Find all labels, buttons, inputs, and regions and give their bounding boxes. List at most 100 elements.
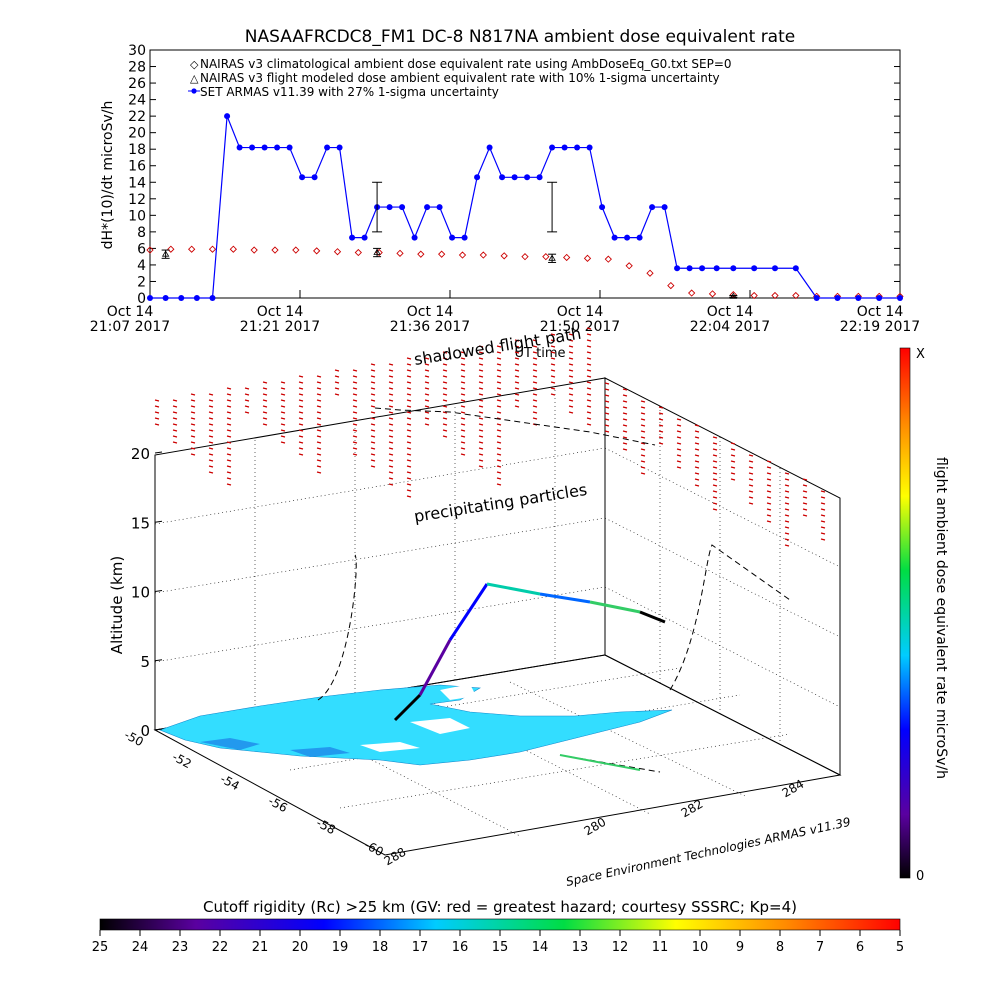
particle-dash (622, 400, 628, 403)
particle-dash (604, 412, 610, 415)
particle-dash (496, 423, 502, 426)
particle-dash (298, 411, 304, 414)
particle-dash (406, 369, 412, 372)
particle-dash (316, 375, 322, 378)
particle-dash (766, 514, 772, 517)
top-y-axis-label: dH*(10)/dt microSv/h (100, 101, 116, 250)
particle-dash (226, 483, 232, 486)
particle-dash (478, 369, 484, 372)
particle-dash (244, 405, 250, 408)
particle-dash (208, 423, 214, 426)
particle-dash (298, 435, 304, 438)
particle-dash (676, 454, 682, 457)
particle-dash (298, 393, 304, 396)
particle-dash (316, 441, 322, 444)
particle-dash (496, 483, 502, 486)
particle-dash (388, 429, 394, 432)
particle-dash (694, 472, 700, 475)
particle-dash (442, 411, 448, 414)
particle-dash (190, 453, 196, 456)
particle-dash (424, 357, 430, 360)
flight-path (393, 582, 666, 771)
particle-dash (748, 472, 754, 475)
particle-dash (730, 460, 736, 463)
particle-dash (478, 357, 484, 360)
armas-point (411, 234, 418, 241)
particle-dash (568, 345, 574, 348)
particle-dash (298, 441, 304, 444)
particle-dash (406, 387, 412, 390)
particle-dash (532, 399, 538, 402)
bottom-tick-label: 21 (252, 940, 269, 955)
particle-dash (406, 381, 412, 384)
particle-dash (496, 357, 502, 360)
particle-dash (568, 405, 574, 408)
particle-dash (298, 429, 304, 432)
particle-dash (496, 453, 502, 456)
armas-point (461, 234, 468, 241)
particle-dash (460, 369, 466, 372)
x-tick-time: 21:36 2017 (390, 319, 470, 335)
particle-dash (370, 441, 376, 444)
legend-entry-armas: SET ARMAS v11.39 with 27% 1-sigma uncert… (200, 85, 499, 99)
particle-dash (280, 393, 286, 396)
particle-dash (622, 388, 628, 391)
bottom-tick-label: 16 (452, 940, 469, 955)
particle-dash (172, 417, 178, 420)
particle-dash (478, 405, 484, 408)
particle-dash (604, 430, 610, 433)
particle-dash (640, 412, 646, 415)
armas-point (274, 144, 281, 151)
particle-dash (190, 411, 196, 414)
nairas-clim-point (688, 289, 696, 297)
particle-dash (406, 477, 412, 480)
particle-dash (532, 363, 538, 366)
particle-dash (640, 424, 646, 427)
particle-dash (406, 495, 412, 498)
armas-point (713, 265, 720, 272)
particle-dash (190, 435, 196, 438)
particle-dash (388, 447, 394, 450)
particle-dash (244, 411, 250, 414)
armas-point (511, 174, 518, 181)
particle-dash (532, 375, 538, 378)
particle-dash (388, 375, 394, 378)
particle-dash (802, 508, 808, 511)
armas-point (876, 295, 883, 301)
x-tick-time: 21:07 2017 (90, 319, 170, 335)
particle-dash (622, 424, 628, 427)
particle-dash (496, 447, 502, 450)
particle-dash (352, 447, 358, 450)
nairas-clim-point (521, 253, 529, 261)
bottom-tick-label: 24 (132, 940, 149, 955)
particle-dash (280, 429, 286, 432)
particle-dash (442, 429, 448, 432)
particle-dash (514, 339, 520, 342)
y-tick-label: 18 (128, 142, 146, 158)
particle-dash (388, 363, 394, 366)
z-axis-label: Altitude (km) (108, 556, 126, 654)
particle-dash (748, 466, 754, 469)
particle-dash (550, 393, 556, 396)
z-tick-label: 0 (140, 722, 150, 740)
particle-dash (766, 466, 772, 469)
armas-point (636, 234, 643, 241)
nairas-clim-point (271, 246, 279, 254)
particle-dash (622, 436, 628, 439)
particle-dash (460, 423, 466, 426)
particle-dash (478, 393, 484, 396)
particle-dash (730, 448, 736, 451)
z-tick-label: 20 (131, 445, 150, 463)
particle-dash (460, 381, 466, 384)
particle-dash (424, 369, 430, 372)
particle-dash (460, 405, 466, 408)
particle-dash (424, 381, 430, 384)
particle-dash (676, 430, 682, 433)
particle-dash (244, 393, 250, 396)
particle-dash (316, 417, 322, 420)
particle-dash (712, 490, 718, 493)
z-axis-ticks: 0 5 10 15 20 (131, 445, 163, 740)
particle-dash (334, 369, 340, 372)
particle-dash (442, 393, 448, 396)
